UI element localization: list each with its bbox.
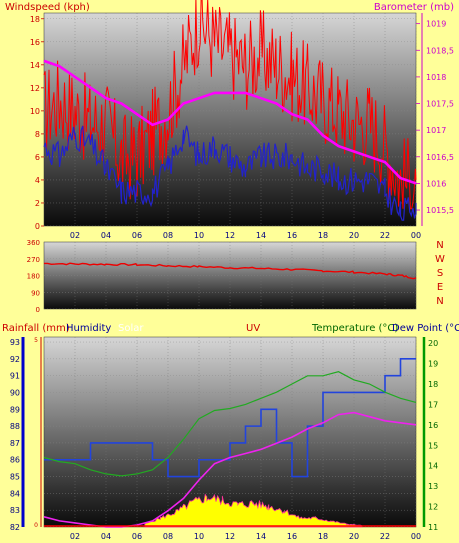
x-tick-label: 08 (163, 231, 173, 240)
baro-tick-label: 1016,5 (426, 153, 454, 162)
legend-label: Solar (118, 323, 144, 334)
temp-tick-label: 18 (428, 380, 438, 389)
dir-tick-label: 0 (36, 306, 40, 314)
humidity-tick-label: 88 (10, 422, 20, 431)
baro-tick-label: 1017,5 (426, 100, 454, 109)
wind-tick-label: 10 (30, 107, 40, 116)
direction-letter: N (436, 240, 443, 251)
temp-plot-area (43, 336, 417, 528)
humidity-tick-label: 83 (10, 506, 20, 515)
legend-label: Dew Point (°C) (392, 323, 459, 334)
humidity-tick-label: 91 (10, 372, 20, 381)
rain-tick-label: 5 (34, 337, 38, 344)
wind-tick-label: 0 (35, 222, 40, 231)
direction-line (44, 262, 417, 280)
x-tick-label: 10 (194, 231, 204, 240)
legend-label: UV (246, 323, 260, 334)
x-tick-label: 22 (380, 231, 390, 240)
x-tick-label: 06 (132, 231, 142, 240)
x-tick-label: 06 (132, 532, 142, 541)
baro-tick-label: 1019 (426, 20, 446, 29)
dir-tick-label: 180 (27, 273, 40, 281)
wind-tick-label: 18 (30, 15, 40, 24)
x-tick-label: 22 (380, 532, 390, 541)
x-tick-label: 20 (349, 532, 359, 541)
humidity-tick-label: 87 (10, 439, 20, 448)
direction-letter: W (435, 254, 445, 265)
x-tick-label: 08 (163, 532, 173, 541)
x-tick-label: 14 (256, 532, 266, 541)
x-tick-label: 20 (349, 231, 359, 240)
wind-tick-label: 14 (30, 61, 40, 70)
temp-tick-label: 20 (428, 339, 438, 348)
rain-tick-label: 0 (34, 522, 38, 529)
temp-tick-label: 17 (428, 400, 438, 409)
wind-tick-label: 8 (35, 130, 40, 139)
direction-letter: S (437, 268, 443, 279)
x-tick-label: 04 (101, 532, 111, 541)
humidity-tick-label: 89 (10, 405, 20, 414)
temp-tick-label: 11 (428, 523, 438, 532)
x-tick-label: 00 (411, 532, 421, 541)
humidity-tick-label: 92 (10, 355, 20, 364)
direction-letter: E (437, 282, 443, 293)
x-tick-label: 02 (70, 231, 80, 240)
x-tick-label: 10 (194, 532, 204, 541)
x-tick-label: 14 (256, 231, 266, 240)
wind-tick-label: 4 (35, 176, 40, 185)
x-tick-label: 18 (318, 532, 328, 541)
uv-line (144, 493, 363, 528)
humidity-tick-label: 93 (10, 338, 20, 347)
humidity-line (44, 358, 416, 478)
x-tick-label: 12 (225, 532, 235, 541)
legend-label: Rainfall (mm) (2, 323, 70, 334)
baro-axis-title: Barometer (mb) (374, 2, 454, 13)
wind-tick-label: 2 (35, 199, 40, 208)
x-tick-label: 18 (318, 231, 328, 240)
x-tick-label: 00 (411, 231, 421, 240)
wind-tick-label: 12 (30, 84, 40, 93)
x-tick-label: 12 (225, 231, 235, 240)
temp-tick-label: 19 (428, 360, 438, 369)
direction-letter: N (436, 296, 443, 307)
temp-tick-label: 12 (428, 503, 438, 512)
x-tick-label: 16 (287, 231, 297, 240)
humidity-tick-label: 85 (10, 473, 20, 482)
temp-tick-label: 15 (428, 441, 438, 450)
barometer-line (43, 59, 417, 185)
legend-label: Humidity (66, 323, 111, 334)
dew-point-line (43, 411, 417, 528)
baro-tick-label: 1018,5 (426, 46, 454, 55)
humidity-tick-label: 84 (10, 489, 20, 498)
legend-label: Temperature (°C) (311, 323, 398, 334)
baro-tick-label: 1017 (426, 126, 446, 135)
humidity-tick-label: 90 (10, 388, 20, 397)
wind-tick-label: 16 (30, 38, 40, 47)
baro-tick-label: 1016 (426, 179, 446, 188)
temp-tick-label: 16 (428, 421, 438, 430)
dir-tick-label: 360 (27, 239, 40, 247)
humidity-tick-label: 82 (10, 523, 20, 532)
baro-tick-label: 1018 (426, 73, 446, 82)
temp-tick-label: 13 (428, 482, 438, 491)
temp-tick-label: 14 (428, 462, 438, 471)
x-tick-label: 16 (287, 532, 297, 541)
x-tick-label: 04 (101, 231, 111, 240)
wind-tick-label: 6 (35, 153, 40, 162)
baro-tick-label: 1015,5 (426, 206, 454, 215)
dir-tick-label: 90 (31, 289, 40, 297)
wind-gust-line (43, 0, 417, 210)
wind-axis-title: Windspeed (kph) (5, 2, 90, 13)
temperature-line (43, 371, 417, 477)
humidity-tick-label: 86 (10, 456, 20, 465)
wind-avg-line (43, 125, 417, 221)
x-tick-label: 02 (70, 532, 80, 541)
dir-tick-label: 270 (27, 256, 40, 264)
